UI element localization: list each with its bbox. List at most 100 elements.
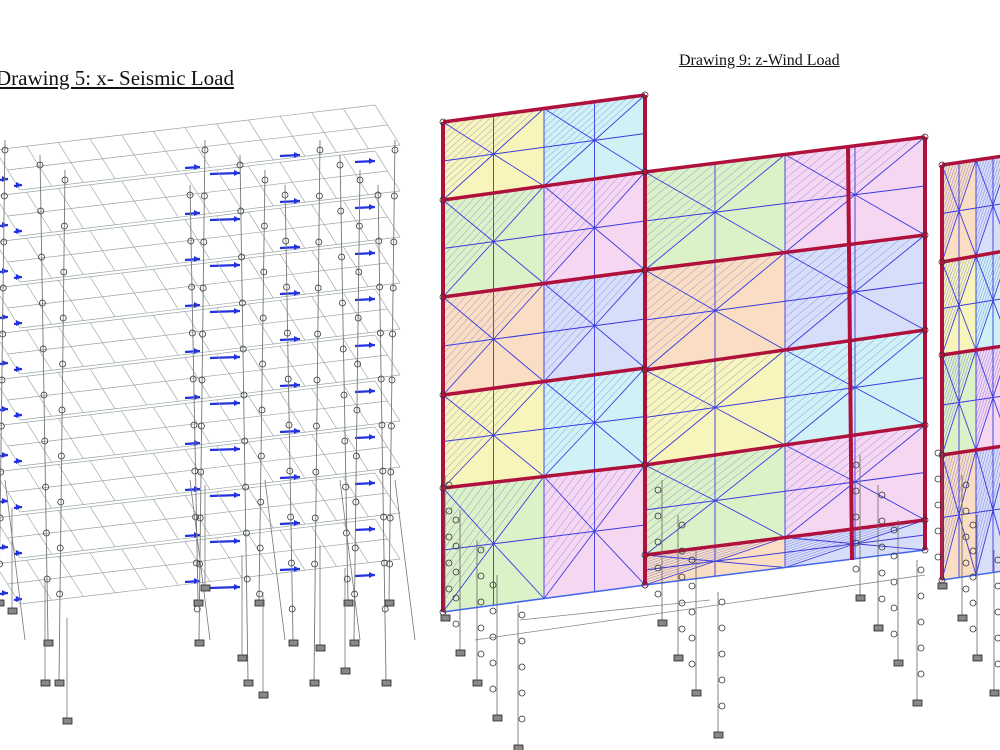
secondary-beam: [442, 133, 646, 162]
node: [281, 191, 289, 199]
load-arrow-head: [294, 566, 300, 572]
support: [381, 679, 392, 687]
node: [0, 560, 3, 568]
node: [388, 376, 396, 384]
yield-line: [854, 424, 926, 483]
load-arrow-head: [294, 198, 300, 204]
yield-line: [594, 227, 646, 271]
node: [452, 594, 460, 602]
load-arrow-head: [294, 382, 300, 388]
node: [186, 191, 194, 199]
yield-line: [941, 354, 960, 403]
node: [56, 590, 63, 598]
column: [39, 154, 49, 641]
node: [969, 573, 977, 581]
node: [389, 330, 397, 338]
load-arrow-head: [369, 342, 375, 348]
node: [201, 146, 209, 154]
node: [43, 575, 51, 583]
node: [40, 391, 48, 399]
load-arrow-head: [2, 544, 8, 550]
node: [969, 625, 977, 633]
yield-line: [941, 164, 960, 211]
yield-line: [594, 367, 646, 424]
support: [254, 599, 265, 607]
node: [921, 133, 929, 141]
yield-line: [975, 300, 994, 351]
node: [852, 565, 860, 573]
node: [917, 566, 925, 574]
column: [0, 139, 6, 558]
node: [994, 634, 1000, 642]
node: [0, 514, 4, 522]
support: [455, 649, 466, 657]
load-arrow-head: [234, 400, 240, 406]
load-arrow-head: [369, 480, 375, 486]
node: [852, 513, 860, 521]
node: [200, 192, 208, 200]
member: [19, 190, 401, 237]
beam: [644, 423, 926, 467]
node: [355, 268, 363, 276]
node: [260, 222, 268, 230]
node: [189, 375, 197, 383]
yield-line: [493, 283, 545, 340]
node: [0, 468, 5, 476]
load-arrow-head: [2, 360, 8, 366]
node: [42, 483, 49, 491]
beam: [644, 233, 926, 272]
node: [890, 526, 898, 534]
node: [352, 498, 360, 506]
secondary-beam: [644, 472, 926, 511]
node: [56, 544, 64, 552]
node: [351, 590, 359, 598]
node: [489, 607, 497, 615]
node: [378, 421, 386, 429]
load-arrow-head: [194, 348, 200, 354]
secondary-beam: [941, 508, 1000, 518]
node: [641, 168, 649, 176]
yield-line: [975, 205, 994, 257]
node: [336, 161, 344, 169]
member: [19, 236, 401, 283]
yield-line: [992, 300, 1000, 320]
node: [718, 624, 726, 632]
yield-line: [644, 369, 716, 408]
node: [890, 552, 898, 560]
node: [688, 556, 696, 564]
member: [474, 574, 926, 641]
node: [196, 560, 204, 568]
node: [878, 543, 886, 551]
node: [921, 546, 929, 554]
secondary-beam: [941, 395, 1000, 406]
member: [19, 374, 401, 421]
member: [519, 599, 711, 621]
node: [197, 422, 205, 430]
node: [58, 452, 65, 460]
load-arrow-head: [369, 434, 375, 440]
node: [969, 599, 977, 607]
node: [242, 483, 250, 491]
yield-line: [644, 560, 716, 586]
node: [199, 284, 207, 292]
node: [284, 375, 292, 383]
load-arrow-head: [294, 290, 300, 296]
node: [452, 516, 460, 524]
node: [354, 360, 362, 368]
yield-line: [975, 255, 994, 301]
yield-line: [594, 94, 646, 141]
member: [19, 466, 401, 513]
hatch: [784, 237, 902, 334]
yield-line: [941, 261, 960, 306]
column: [58, 169, 66, 681]
node: [654, 512, 662, 520]
node: [340, 391, 348, 399]
node: [994, 660, 1000, 668]
node: [934, 553, 942, 561]
node: [994, 582, 1000, 590]
node: [641, 91, 649, 99]
yield-line: [854, 136, 926, 196]
node: [0, 330, 6, 338]
node: [962, 559, 970, 567]
node: [477, 650, 485, 658]
